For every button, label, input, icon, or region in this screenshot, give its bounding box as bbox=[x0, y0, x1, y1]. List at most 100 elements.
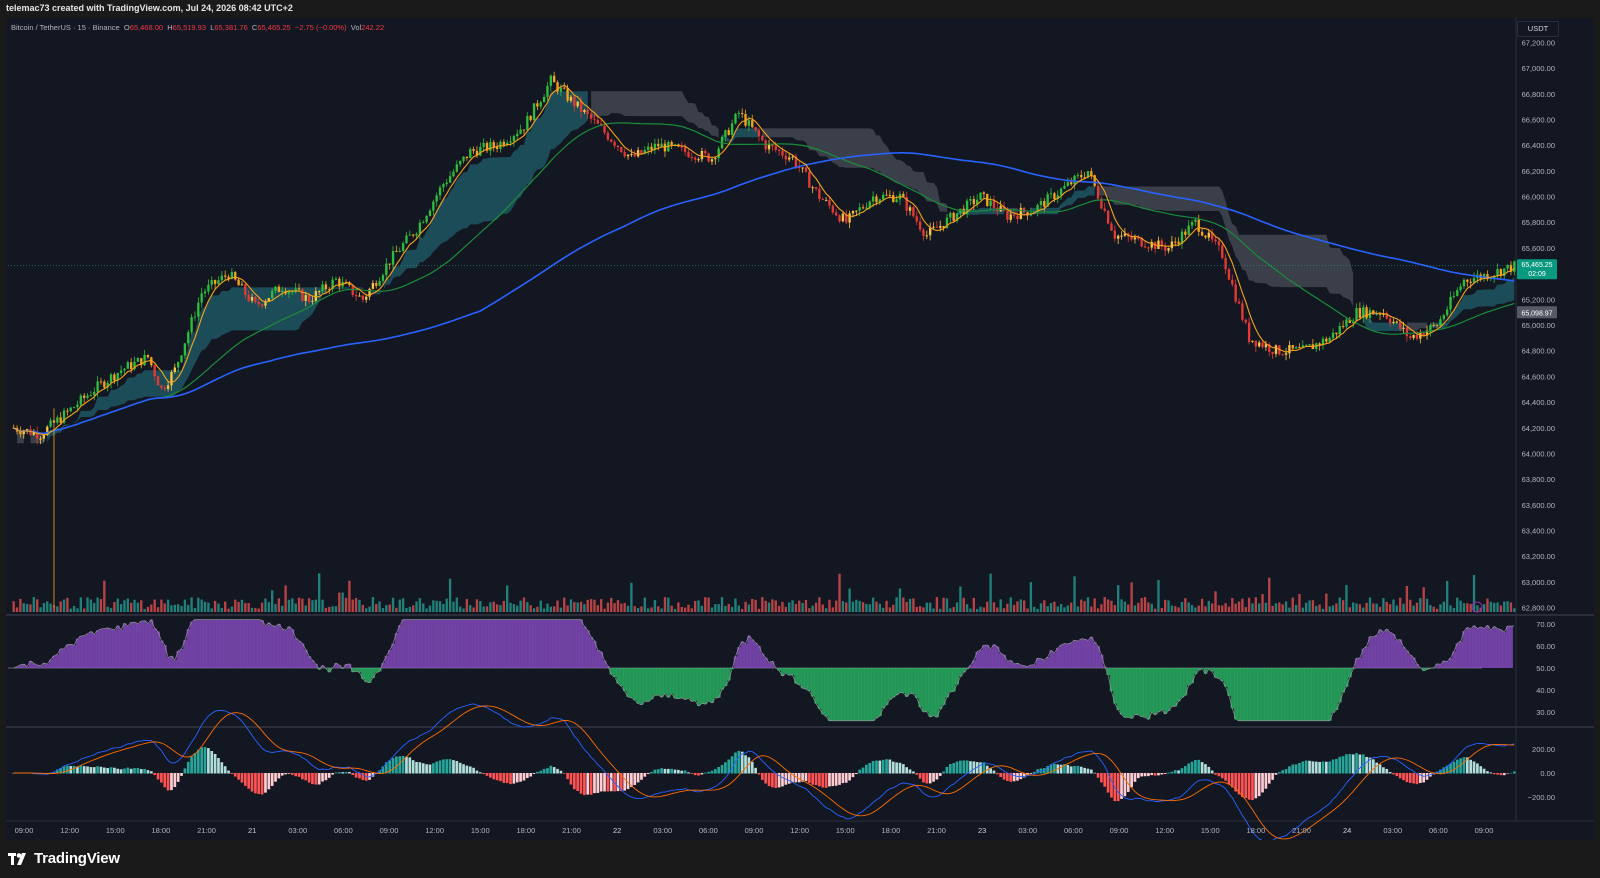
rsi-bar bbox=[821, 668, 825, 715]
rsi-bar bbox=[512, 619, 516, 668]
candle-body bbox=[62, 410, 66, 423]
currency-unit-button[interactable]: USDT bbox=[1517, 21, 1559, 37]
macd-bar bbox=[207, 748, 210, 774]
rsi-bar bbox=[999, 653, 1003, 668]
macd-bar bbox=[1439, 769, 1442, 774]
rsi-bar bbox=[1220, 668, 1225, 682]
volume-bar bbox=[989, 573, 992, 612]
rsi-bar bbox=[1371, 636, 1376, 668]
rsi-bar bbox=[985, 644, 990, 668]
candle-body bbox=[1365, 307, 1368, 318]
rsi-bar bbox=[290, 629, 295, 668]
time-tick-label: 12:00 bbox=[60, 826, 79, 835]
rsi-bar bbox=[482, 619, 486, 668]
chart-canvas[interactable]: 67,200.0067,000.0066,800.0066,600.0066,4… bbox=[6, 18, 1594, 840]
ohlc-legend: Bitcoin / TetherUS · 15 · Binance O65,46… bbox=[11, 23, 384, 32]
volume-bar bbox=[348, 580, 351, 612]
rsi-bar bbox=[1401, 646, 1406, 668]
volume-bar bbox=[1419, 598, 1422, 612]
volume-bar bbox=[1375, 603, 1378, 612]
candle-body bbox=[660, 143, 663, 147]
rsi-bar bbox=[455, 619, 459, 668]
volume-bar bbox=[260, 602, 264, 612]
rsi-bar bbox=[1079, 638, 1084, 668]
rsi-bar bbox=[398, 625, 402, 668]
volume-bar bbox=[955, 602, 959, 612]
macd-bar bbox=[999, 773, 1003, 778]
candle-body bbox=[804, 167, 808, 172]
macd-bar bbox=[613, 773, 616, 792]
rsi-bar bbox=[1257, 668, 1262, 721]
macd-bar bbox=[928, 773, 932, 784]
rsi-bar bbox=[445, 619, 449, 668]
macd-bar bbox=[707, 771, 710, 774]
candle-body bbox=[200, 293, 203, 303]
rsi-bar bbox=[780, 668, 785, 677]
rsi-bar bbox=[1469, 628, 1473, 668]
candle-body bbox=[1318, 343, 1321, 346]
candle-body bbox=[1388, 318, 1392, 324]
rsi-bar bbox=[95, 630, 100, 668]
bottom-bar: TradingView bbox=[0, 840, 1600, 878]
macd-bar bbox=[1412, 773, 1415, 784]
rsi-bar bbox=[1109, 668, 1114, 692]
rsi-bar bbox=[287, 626, 291, 668]
rsi-bar bbox=[1270, 668, 1275, 721]
macd-bar bbox=[442, 759, 445, 774]
volume-bar bbox=[1100, 604, 1103, 612]
macd-bar bbox=[1120, 773, 1123, 799]
volume-bar bbox=[573, 602, 576, 612]
rsi-bar bbox=[431, 619, 436, 668]
candle-body bbox=[801, 167, 804, 169]
macd-bar bbox=[962, 760, 966, 774]
time-tick-label: 21:00 bbox=[1292, 826, 1311, 835]
macd-bar bbox=[700, 773, 704, 775]
volume-bar bbox=[156, 607, 160, 612]
volume-bar bbox=[1311, 600, 1315, 612]
volume-bar bbox=[93, 603, 96, 612]
volume-bar bbox=[734, 598, 737, 612]
candle-body bbox=[818, 188, 821, 199]
volume-bar bbox=[1284, 601, 1288, 612]
candle-body bbox=[1174, 241, 1177, 243]
macd-bar bbox=[1301, 761, 1305, 774]
rsi-bar bbox=[915, 668, 919, 699]
rsi-bar bbox=[1458, 641, 1463, 668]
macd-bar bbox=[1157, 773, 1160, 776]
volume-bar bbox=[1086, 597, 1090, 612]
volume-bar bbox=[234, 599, 237, 612]
rsi-bar bbox=[468, 619, 473, 668]
candle-body bbox=[1415, 334, 1419, 339]
candle-body bbox=[1137, 237, 1140, 239]
price-tick-label: 67,200.00 bbox=[1522, 38, 1555, 47]
volume-bar bbox=[378, 601, 381, 612]
macd-bar bbox=[713, 769, 717, 774]
candle-body bbox=[177, 361, 180, 368]
volume-bar bbox=[600, 599, 603, 612]
macd-bar bbox=[724, 762, 727, 774]
macd-bar bbox=[109, 767, 113, 774]
macd-bar bbox=[1371, 759, 1375, 774]
chart-frame[interactable]: 67,200.00 67,000.00 66,800.00 66,600.00 66,4… bbox=[6, 18, 1594, 840]
macd-bar bbox=[445, 759, 449, 774]
volume-bar bbox=[1073, 576, 1076, 612]
rsi-bar bbox=[1153, 668, 1158, 715]
volume-bar bbox=[821, 604, 824, 612]
volume-bar bbox=[996, 607, 999, 612]
volume-bar bbox=[1449, 605, 1452, 612]
rsi-bar bbox=[1207, 668, 1211, 670]
volume-bar bbox=[976, 608, 979, 612]
candle-body bbox=[1284, 353, 1288, 355]
rsi-bar bbox=[1069, 642, 1074, 668]
cloud-segment bbox=[1430, 276, 1515, 329]
candle-body bbox=[287, 291, 291, 294]
rsi-bar bbox=[1465, 627, 1470, 668]
rsi-bar bbox=[1338, 668, 1342, 703]
volume-bar bbox=[771, 599, 774, 612]
macd-bar bbox=[1328, 761, 1332, 774]
macd-bar bbox=[173, 773, 177, 788]
rsi-bar bbox=[1059, 644, 1064, 668]
candle-body bbox=[83, 395, 86, 398]
tradingview-logo[interactable]: TradingView bbox=[8, 850, 120, 867]
macd-bar bbox=[891, 761, 895, 774]
